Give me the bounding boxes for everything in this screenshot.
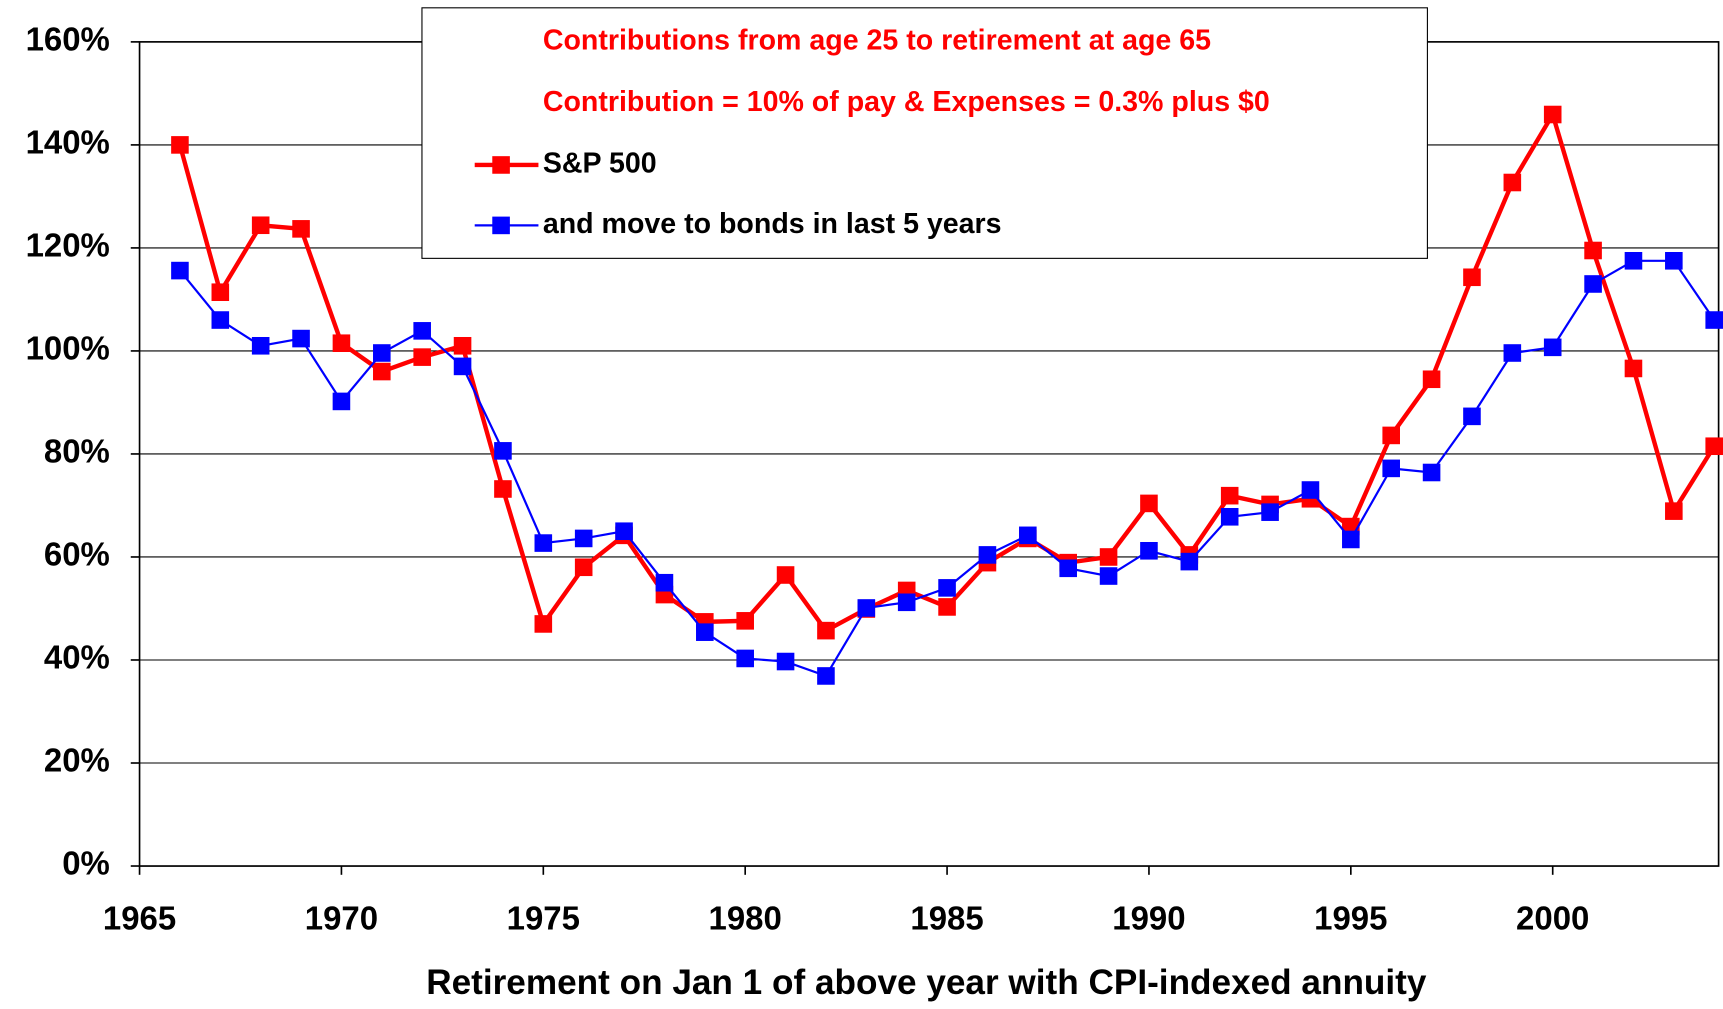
marker <box>1705 437 1723 456</box>
marker <box>1705 311 1723 329</box>
marker <box>534 615 553 633</box>
marker <box>373 362 391 381</box>
marker <box>413 348 431 366</box>
x-tick-label: 1985 <box>910 900 983 937</box>
marker <box>1342 530 1360 549</box>
legend-marker <box>492 156 510 174</box>
marker <box>171 136 189 154</box>
x-tick-label: 1965 <box>103 900 176 937</box>
marker <box>1463 268 1481 287</box>
marker <box>534 534 553 552</box>
x-tick-label: 2000 <box>1516 900 1589 937</box>
marker <box>1624 359 1643 378</box>
marker <box>332 392 351 411</box>
marker <box>1543 338 1562 357</box>
x-tick-label: 1990 <box>1112 900 1185 937</box>
marker <box>615 522 633 541</box>
marker <box>897 593 916 612</box>
marker <box>574 529 593 548</box>
marker <box>453 357 472 376</box>
marker <box>1584 241 1602 260</box>
marker <box>494 480 512 498</box>
marker <box>938 579 956 597</box>
marker <box>1624 252 1643 270</box>
marker <box>1382 459 1400 478</box>
marker <box>736 612 754 630</box>
marker <box>1503 173 1522 192</box>
marker <box>1099 548 1118 566</box>
marker <box>574 558 593 577</box>
marker <box>251 216 270 235</box>
marker <box>1422 463 1441 482</box>
marker <box>373 344 391 362</box>
marker <box>938 598 956 616</box>
marker <box>776 652 795 671</box>
y-tick-label: 140% <box>26 124 110 161</box>
marker <box>1099 567 1118 585</box>
y-tick-label: 120% <box>26 227 110 264</box>
marker <box>1382 426 1400 445</box>
marker <box>1019 526 1037 545</box>
marker <box>1665 252 1683 270</box>
marker <box>736 649 754 668</box>
annotation: Contribution = 10% of pay & Expenses = 0… <box>543 86 1270 118</box>
marker <box>413 322 431 340</box>
y-tick-label: 80% <box>44 433 110 470</box>
annotation: Contributions from age 25 to retirement … <box>543 24 1211 56</box>
marker <box>1059 559 1077 578</box>
marker <box>655 573 674 592</box>
y-tick-label: 40% <box>44 639 110 676</box>
y-tick-label: 0% <box>62 845 110 882</box>
marker <box>1463 407 1481 426</box>
marker <box>1140 494 1158 513</box>
marker <box>251 336 270 355</box>
y-tick-label: 160% <box>26 21 110 58</box>
legend-label: S&P 500 <box>543 148 657 180</box>
marker <box>776 566 795 584</box>
marker <box>857 599 876 617</box>
marker <box>494 442 512 460</box>
marker <box>1220 486 1239 505</box>
marker <box>1665 502 1683 520</box>
marker <box>211 283 230 302</box>
legend-label: and move to bonds in last 5 years <box>543 208 1002 240</box>
x-tick-label: 1995 <box>1314 900 1387 937</box>
x-tick-label: 1975 <box>507 900 580 937</box>
marker <box>1543 105 1562 124</box>
marker <box>211 311 230 329</box>
legend-marker <box>492 216 510 235</box>
y-tick-label: 20% <box>44 742 110 779</box>
x-tick-label: 1970 <box>305 900 378 937</box>
marker <box>1422 370 1441 389</box>
x-axis-label: Retirement on Jan 1 of above year with C… <box>426 963 1427 1002</box>
x-tick-label: 1980 <box>709 900 782 937</box>
y-tick-label: 60% <box>44 536 110 573</box>
marker <box>171 261 189 280</box>
marker <box>978 546 997 564</box>
marker <box>1584 275 1602 293</box>
marker <box>292 220 310 238</box>
marker <box>332 334 351 352</box>
marker <box>1503 344 1522 362</box>
marker <box>696 623 714 641</box>
marker <box>817 621 835 640</box>
marker <box>1180 552 1199 571</box>
marker <box>1140 541 1158 560</box>
y-tick-label: 100% <box>26 330 110 367</box>
marker <box>1261 503 1279 521</box>
marker <box>1220 508 1239 526</box>
marker <box>453 336 472 355</box>
marker <box>292 329 310 348</box>
legend-box <box>421 7 1428 259</box>
marker <box>817 667 835 685</box>
marker <box>1301 481 1320 499</box>
